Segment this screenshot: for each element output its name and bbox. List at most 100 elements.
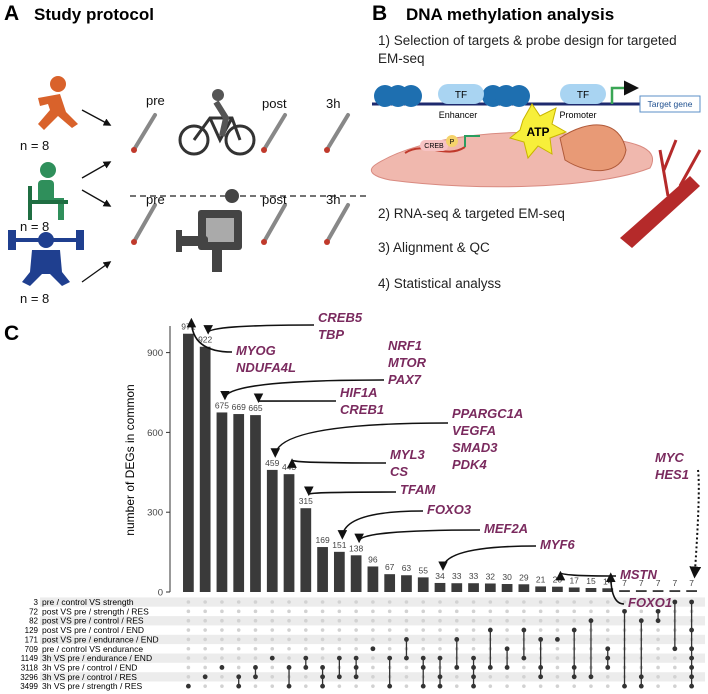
intersection-dot	[404, 637, 409, 642]
matrix-dot	[186, 656, 191, 660]
intersection-dot	[689, 599, 695, 605]
matrix-dot	[522, 675, 526, 679]
bar	[652, 590, 664, 592]
matrix-dot	[186, 600, 191, 604]
matrix-dot	[287, 628, 291, 632]
bar	[468, 583, 479, 592]
matrix-dot	[404, 684, 409, 688]
intersection-dot	[236, 683, 242, 689]
y-tick-label: 600	[147, 428, 163, 439]
matrix-dot	[186, 609, 191, 614]
intersection-dot	[471, 674, 476, 680]
matrix-dot	[589, 684, 593, 688]
matrix-dot	[438, 637, 442, 642]
set-name: 3h VS pre / strength / RES	[42, 681, 142, 691]
matrix-dot	[522, 600, 526, 604]
intersection-dot	[471, 683, 476, 689]
matrix-dot	[421, 637, 426, 642]
matrix-dot	[253, 656, 258, 660]
intersection-dot	[404, 655, 409, 661]
matrix-dot	[304, 675, 308, 679]
intersection-dot	[320, 674, 325, 680]
step-text: EM-seq	[378, 51, 425, 66]
bar	[552, 586, 563, 592]
matrix-dot	[605, 637, 610, 642]
matrix-dot	[236, 628, 241, 632]
matrix-dot	[287, 637, 291, 642]
intersection-dot	[370, 646, 376, 652]
matrix-dot	[605, 609, 610, 614]
value-label: 55	[418, 565, 428, 575]
matrix-dot	[387, 600, 392, 604]
matrix-dot	[236, 600, 241, 604]
matrix-dot	[555, 665, 560, 670]
leg-press-icon	[176, 189, 242, 272]
matrix-dot	[656, 656, 660, 660]
set-name: post VS pre / control / END	[42, 625, 144, 635]
matrix-dot	[220, 646, 224, 651]
intersection-dot	[638, 674, 644, 680]
matrix-dot	[454, 675, 459, 679]
set-name: 3h VS pre / endurance / END	[42, 653, 152, 663]
matrix-dot	[656, 600, 660, 604]
intersection-dot	[538, 665, 544, 670]
matrix-dot	[387, 609, 392, 614]
matrix-dot	[421, 600, 426, 604]
set-name: pre / control VS strength	[42, 597, 134, 607]
matrix-dot	[673, 684, 677, 688]
gene-annotation: TFAM	[400, 482, 437, 497]
intersection-dot	[504, 646, 510, 652]
intersection-dot	[253, 665, 258, 670]
intersection-dot	[236, 674, 242, 680]
matrix-dot	[387, 618, 392, 623]
intersection-dot	[320, 665, 325, 670]
matrix-dot	[270, 609, 275, 614]
intersection-dot	[185, 683, 191, 689]
intersection-dot	[555, 637, 560, 642]
matrix-dot	[404, 600, 409, 604]
matrix-dot	[471, 600, 476, 604]
matrix-dot	[220, 637, 224, 642]
bar	[384, 574, 396, 592]
matrix-dot	[656, 665, 660, 670]
matrix-dot	[673, 656, 677, 660]
matrix-dot	[605, 600, 610, 604]
annotation-arrow	[689, 469, 702, 579]
matrix-dot	[253, 609, 258, 614]
intersection-dot	[622, 608, 627, 614]
value-label: 21	[536, 574, 546, 584]
gene-annotation: PPARGC1A	[452, 406, 523, 421]
intersection-dot	[672, 646, 678, 652]
tubes	[133, 113, 350, 242]
intersection-dot	[471, 665, 476, 670]
set-size: 171	[25, 635, 39, 644]
intersection-dot	[303, 655, 309, 661]
timepoint: post	[262, 96, 287, 111]
value-label: 7	[639, 578, 644, 588]
set-size: 1149	[21, 654, 39, 663]
step-text: 1) Selection of targets & probe design f…	[378, 33, 677, 48]
group-size: n = 8	[20, 138, 49, 153]
matrix-dot	[203, 637, 207, 642]
intersection-dot	[320, 683, 325, 689]
value-label: 29	[519, 572, 529, 582]
matrix-dot	[203, 665, 207, 670]
matrix-dot	[656, 684, 660, 688]
annotation-arrow	[304, 486, 397, 497]
matrix-dot	[253, 618, 258, 623]
matrix-dot	[404, 618, 409, 623]
matrix-dot	[320, 600, 325, 604]
matrix-dot	[236, 609, 241, 614]
matrix-dot	[488, 618, 493, 623]
set-size: 709	[25, 645, 39, 654]
bar	[568, 587, 580, 592]
matrix-dot	[304, 600, 308, 604]
bike-icon	[178, 89, 256, 156]
panel-letter: B	[372, 2, 387, 25]
matrix-dot	[421, 628, 426, 632]
intersection-dot	[605, 655, 611, 661]
matrix-dot	[505, 637, 509, 642]
matrix-dot	[320, 646, 325, 651]
matrix-dot	[320, 628, 325, 632]
matrix-dot	[304, 628, 308, 632]
